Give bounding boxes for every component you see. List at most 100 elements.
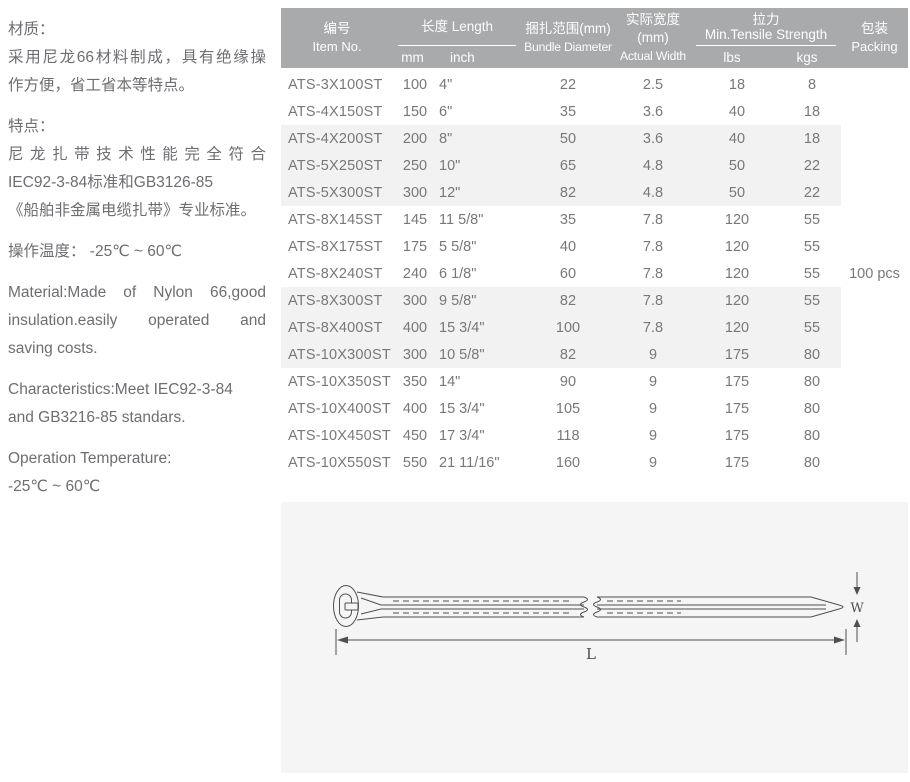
header-length-group: 长度 Length mm inch xyxy=(393,8,521,68)
cell-tensile-lbs: 40 xyxy=(728,130,746,147)
cell-item-no: ATS-8X145ST xyxy=(288,211,383,228)
header-bundle-diameter: 捆扎范围(mm) Bundle Diameter xyxy=(524,21,612,54)
cell-length-mm: 400 xyxy=(402,400,428,417)
spec-text-line: Operation Temperature: xyxy=(8,450,172,467)
cell-actual-width: 9 xyxy=(648,346,658,363)
cell-length-inch: 9 5/8" xyxy=(439,292,477,309)
cell-tensile-lbs: 40 xyxy=(728,103,746,120)
spec-text-line: 采用尼龙66材料制成，具有绝缘操 xyxy=(8,49,266,66)
table-body: 100 pcs ATS-3X100ST 100 4" 22 2.5 18 8 A… xyxy=(281,71,908,476)
cell-length-inch: 15 3/4" xyxy=(439,319,485,336)
cell-bundle-diameter: 82 xyxy=(559,292,577,309)
table-row: ATS-8X300ST 300 9 5/8" 82 7.8 120 55 xyxy=(281,287,841,314)
cell-tensile-lbs: 120 xyxy=(724,265,750,282)
cell-item-no: ATS-10X400ST xyxy=(288,400,391,417)
cell-item-no: ATS-8X240ST xyxy=(288,265,383,282)
cell-bundle-diameter: 35 xyxy=(559,211,577,228)
table-row: ATS-8X175ST 175 5 5/8" 40 7.8 120 55 xyxy=(281,233,841,260)
cell-length-inch: 5 5/8" xyxy=(439,238,477,255)
spec-paragraph: 操作温度： -25℃ ~ 60℃ xyxy=(8,238,266,266)
cell-length-mm: 150 xyxy=(402,103,428,120)
cell-tensile-lbs: 175 xyxy=(724,346,750,363)
cell-tensile-kgs: 80 xyxy=(803,346,821,363)
table-row: ATS-10X400ST 400 15 3/4" 105 9 175 80 xyxy=(281,395,841,422)
cell-length-mm: 450 xyxy=(402,427,428,444)
cell-length-mm: 350 xyxy=(402,373,428,390)
spec-text-line: IEC92-3-84标准和GB3126-85 xyxy=(8,174,214,191)
cell-length-inch: 11 5/8" xyxy=(439,211,484,228)
cell-tensile-lbs: 120 xyxy=(724,319,750,336)
cell-tensile-kgs: 80 xyxy=(803,400,821,417)
cell-length-inch: 6" xyxy=(439,103,453,120)
product-table: 编号 Item No. 长度 Length mm inch 捆扎范围(mm) B… xyxy=(281,8,908,476)
table-row: ATS-3X100ST 100 4" 22 2.5 18 8 xyxy=(281,71,841,98)
cell-tensile-lbs: 175 xyxy=(724,373,750,390)
cell-actual-width: 7.8 xyxy=(642,238,664,255)
cell-tensile-lbs: 18 xyxy=(728,76,746,93)
cell-actual-width: 9 xyxy=(648,454,658,471)
cell-tensile-lbs: 120 xyxy=(724,238,750,255)
cell-bundle-diameter: 100 xyxy=(555,319,581,336)
dimension-w: W xyxy=(850,572,864,642)
cell-tensile-lbs: 50 xyxy=(728,157,746,174)
cell-tensile-kgs: 18 xyxy=(803,103,821,120)
cell-item-no: ATS-10X350ST xyxy=(288,373,391,390)
header-tensile-lbs: lbs xyxy=(723,49,741,65)
spec-text-line: 《船舶非金属电缆扎带》专业标准。 xyxy=(8,202,257,219)
spec-text-line: and GB3216-85 standars. xyxy=(8,409,186,426)
cell-length-mm: 240 xyxy=(402,265,428,282)
header-item-no: 编号 Item No. xyxy=(312,21,362,54)
table-row: ATS-4X150ST 150 6" 35 3.6 40 18 xyxy=(281,98,841,125)
cell-length-inch: 4" xyxy=(439,76,453,93)
cable-tie-diagram-panel: W L xyxy=(281,502,908,773)
table-row: ATS-4X200ST 200 8" 50 3.6 40 18 xyxy=(281,125,841,152)
header-actual-width: 实际宽度(mm) Actual Width xyxy=(619,12,686,63)
header-packing: 包装 Packing xyxy=(851,21,898,54)
header-length-inch: inch xyxy=(450,49,475,65)
spec-paragraph: Operation Temperature: -25℃ ~ 60℃ xyxy=(8,445,266,501)
spec-paragraph: 特点： 尼龙扎带技术性能完全符合 IEC92-3-84标准和GB3126-85 … xyxy=(8,113,266,225)
table-row: ATS-8X400ST 400 15 3/4" 100 7.8 120 55 xyxy=(281,314,841,341)
table-row: ATS-10X300ST 300 10 5/8" 82 9 175 80 xyxy=(281,341,841,368)
cell-tensile-lbs: 175 xyxy=(724,400,750,417)
table-row: ATS-10X450ST 450 17 3/4" 118 9 175 80 xyxy=(281,422,841,449)
cell-actual-width: 3.6 xyxy=(642,103,664,120)
spec-text-line: 尼龙扎带技术性能完全符合 xyxy=(8,146,266,163)
spec-text-line: 操作温度： -25℃ ~ 60℃ xyxy=(8,243,182,260)
cell-length-mm: 300 xyxy=(402,184,428,201)
cell-length-inch: 12" xyxy=(439,184,461,201)
cell-tensile-lbs: 50 xyxy=(728,184,746,201)
cell-length-inch: 14" xyxy=(439,373,461,390)
cell-tensile-kgs: 55 xyxy=(803,292,821,309)
cell-tensile-kgs: 55 xyxy=(803,265,821,282)
cell-tensile-kgs: 55 xyxy=(803,319,821,336)
spec-text-line: saving costs. xyxy=(8,340,98,357)
cell-actual-width: 7.8 xyxy=(642,265,664,282)
cell-item-no: ATS-10X450ST xyxy=(288,427,391,444)
cell-bundle-diameter: 22 xyxy=(559,76,577,93)
cell-item-no: ATS-8X175ST xyxy=(288,238,383,255)
cell-actual-width: 4.8 xyxy=(642,184,664,201)
cell-length-mm: 300 xyxy=(402,292,428,309)
cell-item-no: ATS-3X100ST xyxy=(288,76,383,93)
cell-bundle-diameter: 60 xyxy=(559,265,577,282)
cell-packing-merged: 100 pcs xyxy=(849,265,900,282)
cell-bundle-diameter: 118 xyxy=(556,427,580,444)
cell-bundle-diameter: 105 xyxy=(555,400,581,417)
spec-paragraph: Material:Made of Nylon 66,good insulatio… xyxy=(8,279,266,363)
cell-length-mm: 400 xyxy=(402,319,428,336)
header-tensile-group: 拉力 Min.Tensile Strength lbs kgs xyxy=(691,8,841,68)
cell-tensile-kgs: 80 xyxy=(803,373,821,390)
cell-length-mm: 175 xyxy=(402,238,428,255)
cell-tensile-lbs: 175 xyxy=(724,427,750,444)
cell-bundle-diameter: 65 xyxy=(559,157,577,174)
cell-bundle-diameter: 40 xyxy=(559,238,577,255)
cell-length-inch: 10" xyxy=(439,157,461,174)
cell-actual-width: 4.8 xyxy=(642,157,664,174)
dimension-l: L xyxy=(335,629,847,663)
spec-paragraph: 材质： 采用尼龙66材料制成，具有绝缘操 作方便，省工省本等特点。 xyxy=(8,16,266,100)
cell-actual-width: 7.8 xyxy=(642,292,664,309)
cell-actual-width: 7.8 xyxy=(642,211,664,228)
cell-actual-width: 9 xyxy=(648,427,658,444)
cell-length-mm: 300 xyxy=(402,346,428,363)
